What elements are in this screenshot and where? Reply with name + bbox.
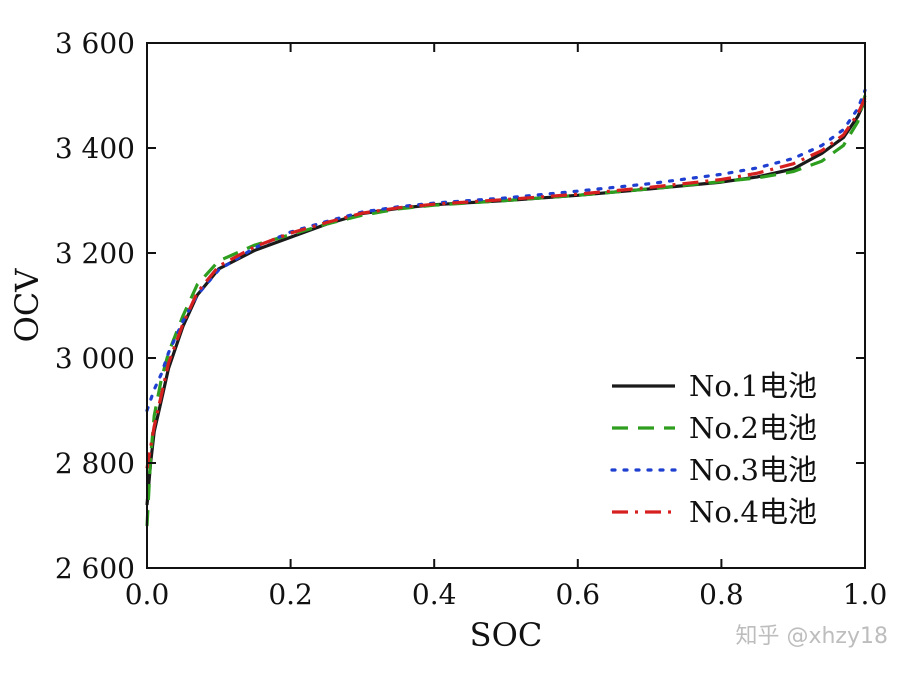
- y-tick-label: 3 400: [55, 132, 135, 165]
- watermark-text: 知乎 @xhzy18: [735, 624, 888, 649]
- x-tick-label: 0.0: [125, 578, 170, 611]
- x-tick-label: 0.6: [556, 578, 601, 611]
- plot-frame: [146, 42, 866, 569]
- plot-area: [145, 88, 867, 527]
- x-axis-title: SOC: [470, 616, 543, 654]
- y-axis-title: OCV: [8, 268, 46, 343]
- series-line-3: [145, 88, 867, 413]
- x-tick-label: 0.2: [268, 578, 313, 611]
- y-tick-label: 2 800: [55, 447, 135, 480]
- legend-label-1: No.1电池: [689, 369, 817, 403]
- legend-label-2: No.2电池: [689, 411, 817, 445]
- x-tick-label: 0.8: [699, 578, 744, 611]
- x-tick-label: 1.0: [843, 578, 888, 611]
- y-tick-label: 3 600: [55, 27, 135, 60]
- legend: No.1电池 No.2电池 No.3电池 No.4电池: [610, 369, 817, 529]
- legend-label-3: No.3电池: [689, 453, 817, 487]
- y-tick-label: 3 000: [55, 342, 135, 375]
- series-line-4: [145, 97, 867, 469]
- legend-label-4: No.4电池: [689, 495, 817, 529]
- axes: 0.0 0.2 0.4 0.6 0.8 1.0 2 600 2 800 3 000 3 200 3 …: [8, 27, 887, 654]
- x-tick-label: 0.4: [412, 578, 457, 611]
- series-line-2: [145, 95, 867, 527]
- y-tick-label: 3 200: [55, 237, 135, 270]
- y-tick-label: 2 600: [55, 552, 135, 585]
